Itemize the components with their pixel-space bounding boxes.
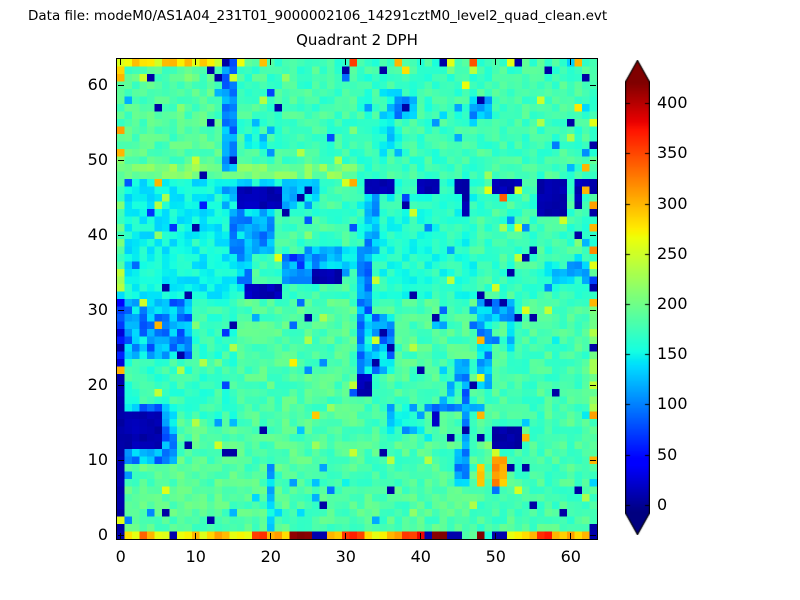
y-axis-tick-label: 30: [87, 300, 108, 320]
colorbar-tick-label: 50: [657, 444, 678, 464]
data-file-label: Data file: modeM0/AS1A04_231T01_90000021…: [28, 8, 608, 24]
colorbar-tick-label: 350: [657, 143, 688, 163]
x-axis-tick-label: 30: [335, 547, 356, 566]
y-axis-tick-label: 10: [87, 450, 108, 470]
colorbar: [625, 60, 650, 535]
x-axis-tick-label: 60: [560, 547, 581, 566]
heatmap-canvas: [117, 59, 597, 539]
y-axis-tick-label: 20: [87, 375, 108, 395]
colorbar-tick-label: 300: [657, 193, 688, 213]
y-axis-tick-label: 60: [87, 75, 108, 95]
x-axis-tick-label: 0: [115, 547, 126, 566]
x-axis-tick-label: 40: [410, 547, 431, 566]
plot-title: Quadrant 2 DPH: [296, 31, 418, 49]
colorbar-tick-label: 100: [657, 394, 688, 414]
colorbar-tick-label: 0: [657, 494, 668, 514]
x-axis-tick-label: 10: [185, 547, 206, 566]
colorbar-tick-label: 400: [657, 93, 688, 113]
heatmap-axes: [116, 58, 598, 540]
colorbar-tick-label: 150: [657, 344, 688, 364]
y-axis-tick-label: 0: [97, 525, 108, 545]
y-axis-tick-label: 50: [87, 150, 108, 170]
colorbar-tick-label: 250: [657, 243, 688, 263]
y-axis-tick-label: 40: [87, 225, 108, 245]
colorbar-tick-label: 200: [657, 294, 688, 314]
x-axis-tick-label: 20: [260, 547, 281, 566]
x-axis-tick-label: 50: [485, 547, 506, 566]
